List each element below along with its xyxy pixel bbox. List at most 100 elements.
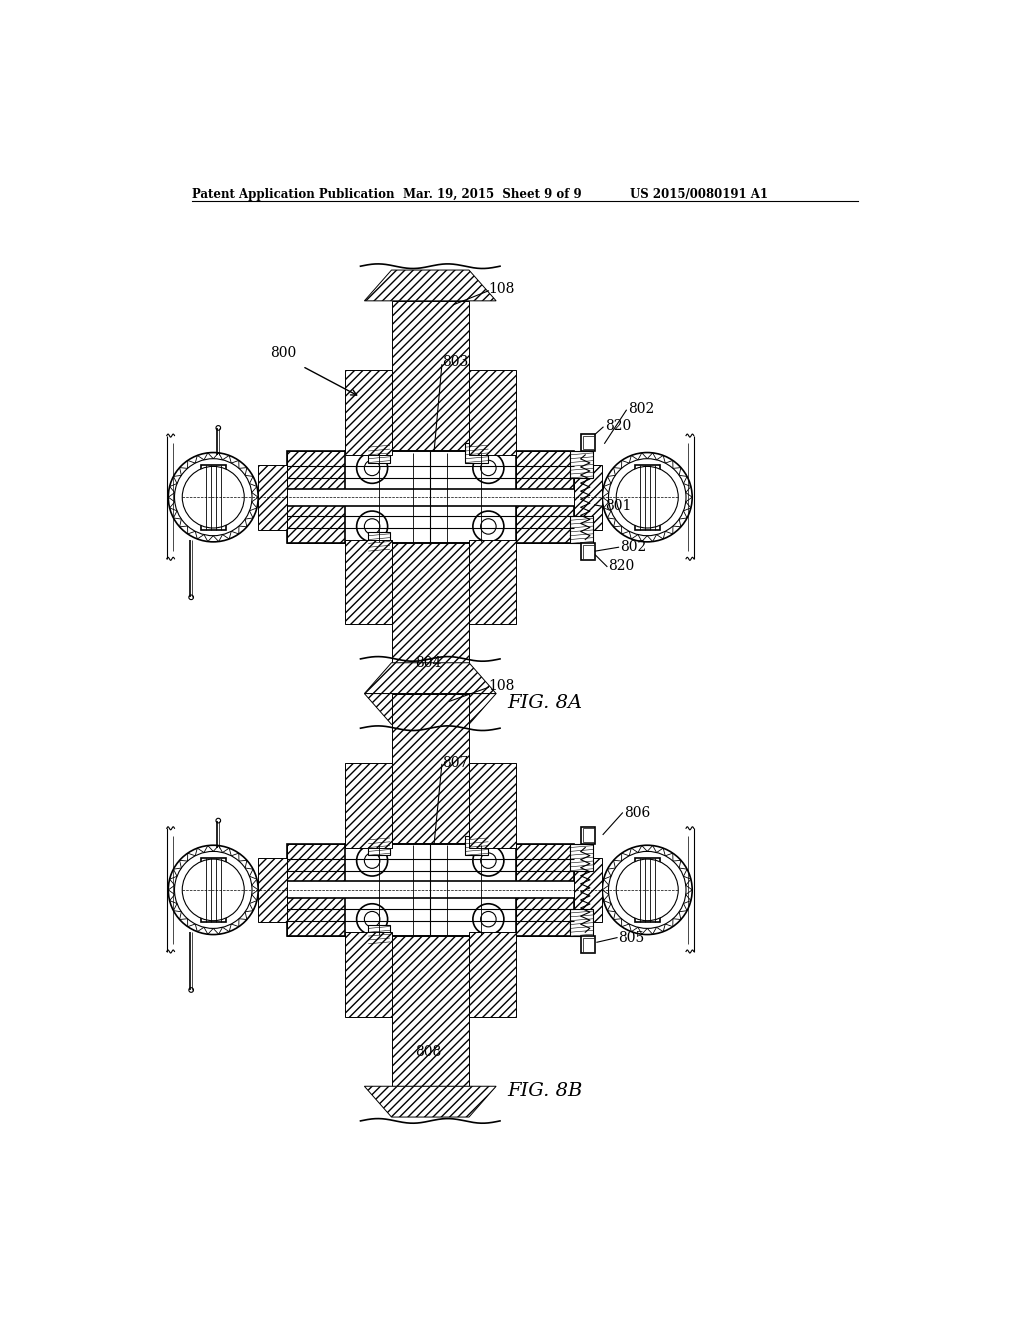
Text: 803: 803 — [442, 355, 468, 370]
Circle shape — [365, 853, 380, 869]
Circle shape — [602, 453, 692, 541]
Polygon shape — [365, 663, 496, 693]
Circle shape — [356, 511, 388, 541]
Text: 108: 108 — [488, 282, 515, 296]
Circle shape — [473, 511, 504, 541]
Text: FIG. 8B: FIG. 8B — [508, 1082, 583, 1101]
Polygon shape — [345, 370, 391, 455]
Circle shape — [188, 595, 194, 599]
Bar — [369, 836, 390, 855]
Circle shape — [174, 851, 252, 928]
Circle shape — [473, 904, 504, 935]
Polygon shape — [469, 540, 515, 624]
Bar — [569, 451, 593, 478]
Circle shape — [216, 818, 220, 822]
Circle shape — [473, 845, 504, 876]
Circle shape — [480, 519, 496, 535]
Circle shape — [480, 461, 496, 475]
Bar — [182, 488, 678, 506]
Circle shape — [365, 519, 380, 535]
Text: 804: 804 — [415, 656, 441, 669]
Bar — [583, 436, 594, 449]
Circle shape — [168, 453, 258, 541]
Polygon shape — [287, 451, 345, 544]
Polygon shape — [365, 693, 496, 725]
Polygon shape — [469, 370, 515, 455]
Bar — [201, 858, 225, 923]
Bar — [635, 465, 659, 529]
Bar — [182, 882, 678, 899]
Bar — [583, 829, 594, 842]
Text: 807: 807 — [442, 756, 468, 770]
Text: 800: 800 — [270, 346, 296, 360]
Text: 108: 108 — [488, 678, 515, 693]
Polygon shape — [469, 932, 515, 1016]
Circle shape — [356, 845, 388, 876]
Bar — [465, 444, 488, 462]
Bar — [369, 532, 390, 552]
Polygon shape — [469, 763, 515, 847]
Text: 801: 801 — [604, 499, 631, 513]
Bar — [583, 937, 594, 952]
Circle shape — [182, 859, 245, 921]
Text: 806: 806 — [624, 807, 650, 820]
Bar — [345, 451, 515, 544]
Polygon shape — [573, 465, 602, 529]
Polygon shape — [391, 693, 469, 847]
Bar — [582, 544, 595, 561]
Text: US 2015/0080191 A1: US 2015/0080191 A1 — [630, 187, 768, 201]
Polygon shape — [391, 540, 469, 693]
Polygon shape — [391, 932, 469, 1086]
Bar — [582, 936, 595, 953]
Polygon shape — [391, 301, 469, 455]
Bar — [287, 843, 573, 936]
Polygon shape — [345, 540, 391, 624]
Bar — [369, 444, 390, 462]
Bar — [583, 545, 594, 558]
Bar — [569, 843, 593, 871]
Circle shape — [480, 853, 496, 869]
Circle shape — [356, 453, 388, 483]
Bar — [582, 434, 595, 451]
Text: FIG. 8A: FIG. 8A — [508, 693, 583, 711]
Circle shape — [356, 904, 388, 935]
Text: 805: 805 — [618, 931, 645, 945]
Circle shape — [365, 461, 380, 475]
Bar — [465, 836, 488, 855]
Text: 802: 802 — [628, 401, 654, 416]
Polygon shape — [515, 843, 573, 936]
Polygon shape — [345, 932, 391, 1016]
Bar — [201, 465, 225, 529]
Circle shape — [608, 851, 686, 928]
Bar — [635, 858, 659, 923]
Bar — [582, 826, 595, 843]
Text: 820: 820 — [608, 560, 635, 573]
Bar — [569, 909, 593, 936]
Text: Mar. 19, 2015  Sheet 9 of 9: Mar. 19, 2015 Sheet 9 of 9 — [403, 187, 582, 201]
Polygon shape — [258, 858, 287, 923]
Circle shape — [608, 459, 686, 536]
Bar — [287, 451, 573, 544]
Circle shape — [188, 987, 194, 993]
Circle shape — [480, 911, 496, 927]
Polygon shape — [365, 1086, 496, 1117]
Bar — [345, 843, 515, 936]
Polygon shape — [573, 858, 602, 923]
Circle shape — [168, 845, 258, 935]
Bar — [569, 516, 593, 544]
Polygon shape — [287, 843, 345, 936]
Polygon shape — [515, 451, 573, 544]
Circle shape — [365, 911, 380, 927]
Circle shape — [182, 466, 245, 528]
Polygon shape — [345, 763, 391, 847]
Text: 802: 802 — [621, 540, 646, 554]
Circle shape — [174, 459, 252, 536]
Circle shape — [216, 425, 220, 430]
Circle shape — [616, 859, 678, 921]
Polygon shape — [258, 465, 287, 529]
Bar — [369, 924, 390, 944]
Circle shape — [602, 845, 692, 935]
Text: Patent Application Publication: Patent Application Publication — [191, 187, 394, 201]
Text: 820: 820 — [604, 420, 631, 433]
Text: 808: 808 — [415, 1044, 441, 1059]
